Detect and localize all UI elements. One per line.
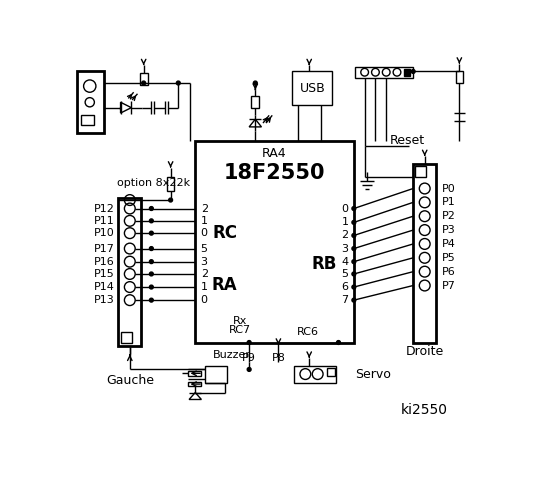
Circle shape	[352, 206, 356, 210]
Text: P7: P7	[442, 280, 456, 290]
Text: ki2550: ki2550	[401, 403, 448, 417]
Text: 4: 4	[341, 257, 348, 267]
Circle shape	[352, 260, 356, 264]
Circle shape	[352, 272, 356, 276]
Text: P1: P1	[442, 197, 456, 207]
Text: P6: P6	[442, 267, 456, 276]
Circle shape	[247, 368, 251, 372]
Text: 2: 2	[201, 204, 208, 214]
Circle shape	[352, 298, 356, 302]
Bar	[413, 164, 436, 343]
Text: P0: P0	[442, 183, 456, 193]
Circle shape	[176, 81, 180, 85]
Circle shape	[149, 260, 153, 264]
Circle shape	[149, 285, 153, 289]
Bar	[195, 141, 354, 343]
Text: Reset: Reset	[390, 134, 425, 147]
Bar	[118, 198, 142, 347]
Text: 0: 0	[201, 228, 207, 238]
Text: 1: 1	[201, 216, 207, 226]
Circle shape	[352, 247, 356, 251]
Text: RC7: RC7	[229, 325, 251, 335]
Text: RA4: RA4	[262, 146, 287, 159]
Text: P13: P13	[93, 295, 114, 305]
Circle shape	[411, 70, 415, 73]
Text: P5: P5	[442, 253, 456, 263]
Text: 18F2550: 18F2550	[224, 163, 325, 183]
Text: 7: 7	[341, 295, 348, 305]
Text: 0: 0	[201, 295, 207, 305]
Bar	[167, 177, 174, 191]
Bar	[356, 67, 413, 78]
Circle shape	[337, 341, 341, 345]
Text: Rx: Rx	[233, 316, 247, 326]
Bar	[456, 72, 463, 83]
Text: P4: P4	[442, 239, 456, 249]
Circle shape	[149, 206, 153, 210]
Bar	[189, 382, 201, 386]
Text: 5: 5	[342, 269, 348, 279]
Circle shape	[149, 247, 153, 251]
Text: 6: 6	[342, 282, 348, 292]
Text: P16: P16	[93, 257, 114, 267]
Text: 2: 2	[341, 230, 348, 240]
Text: P10: P10	[93, 228, 114, 238]
Bar	[205, 366, 227, 383]
Circle shape	[352, 285, 356, 289]
Circle shape	[149, 272, 153, 276]
Circle shape	[169, 198, 173, 202]
Bar	[327, 368, 335, 376]
Text: P14: P14	[93, 282, 114, 292]
Text: P2: P2	[442, 211, 456, 221]
Bar	[294, 366, 336, 383]
Text: 1: 1	[342, 217, 348, 228]
Text: 2: 2	[201, 269, 208, 279]
Bar	[121, 333, 132, 343]
Bar	[404, 69, 410, 76]
Circle shape	[142, 81, 145, 85]
Circle shape	[149, 231, 153, 235]
Bar	[252, 96, 259, 108]
Text: Droite: Droite	[405, 345, 444, 358]
Circle shape	[352, 220, 356, 224]
Text: P12: P12	[93, 204, 114, 214]
Circle shape	[247, 341, 251, 345]
Text: P15: P15	[93, 269, 114, 279]
Text: 5: 5	[201, 243, 207, 253]
Text: option 8x22k: option 8x22k	[117, 178, 190, 188]
Bar	[140, 73, 148, 85]
Bar	[293, 72, 332, 105]
Text: RA: RA	[212, 276, 237, 294]
Text: Buzzer: Buzzer	[213, 350, 251, 360]
Circle shape	[149, 219, 153, 223]
Text: Gauche: Gauche	[106, 374, 154, 387]
Text: RB: RB	[312, 255, 337, 273]
Circle shape	[253, 81, 257, 85]
Bar	[415, 166, 426, 177]
Bar	[77, 72, 103, 133]
Bar	[189, 371, 201, 376]
Text: P11: P11	[93, 216, 114, 226]
Text: 1: 1	[201, 282, 207, 292]
Text: RC: RC	[212, 224, 237, 242]
Text: P9: P9	[242, 353, 256, 363]
Text: P17: P17	[93, 243, 114, 253]
Circle shape	[352, 234, 356, 238]
Text: 3: 3	[342, 243, 348, 253]
Bar	[81, 115, 95, 125]
Circle shape	[149, 298, 153, 302]
Text: Servo: Servo	[356, 368, 392, 381]
Text: RC6: RC6	[296, 327, 319, 337]
Text: 3: 3	[201, 257, 207, 267]
Text: P8: P8	[272, 353, 285, 363]
Text: 0: 0	[342, 204, 348, 214]
Text: USB: USB	[299, 82, 325, 95]
Text: P3: P3	[442, 225, 456, 235]
